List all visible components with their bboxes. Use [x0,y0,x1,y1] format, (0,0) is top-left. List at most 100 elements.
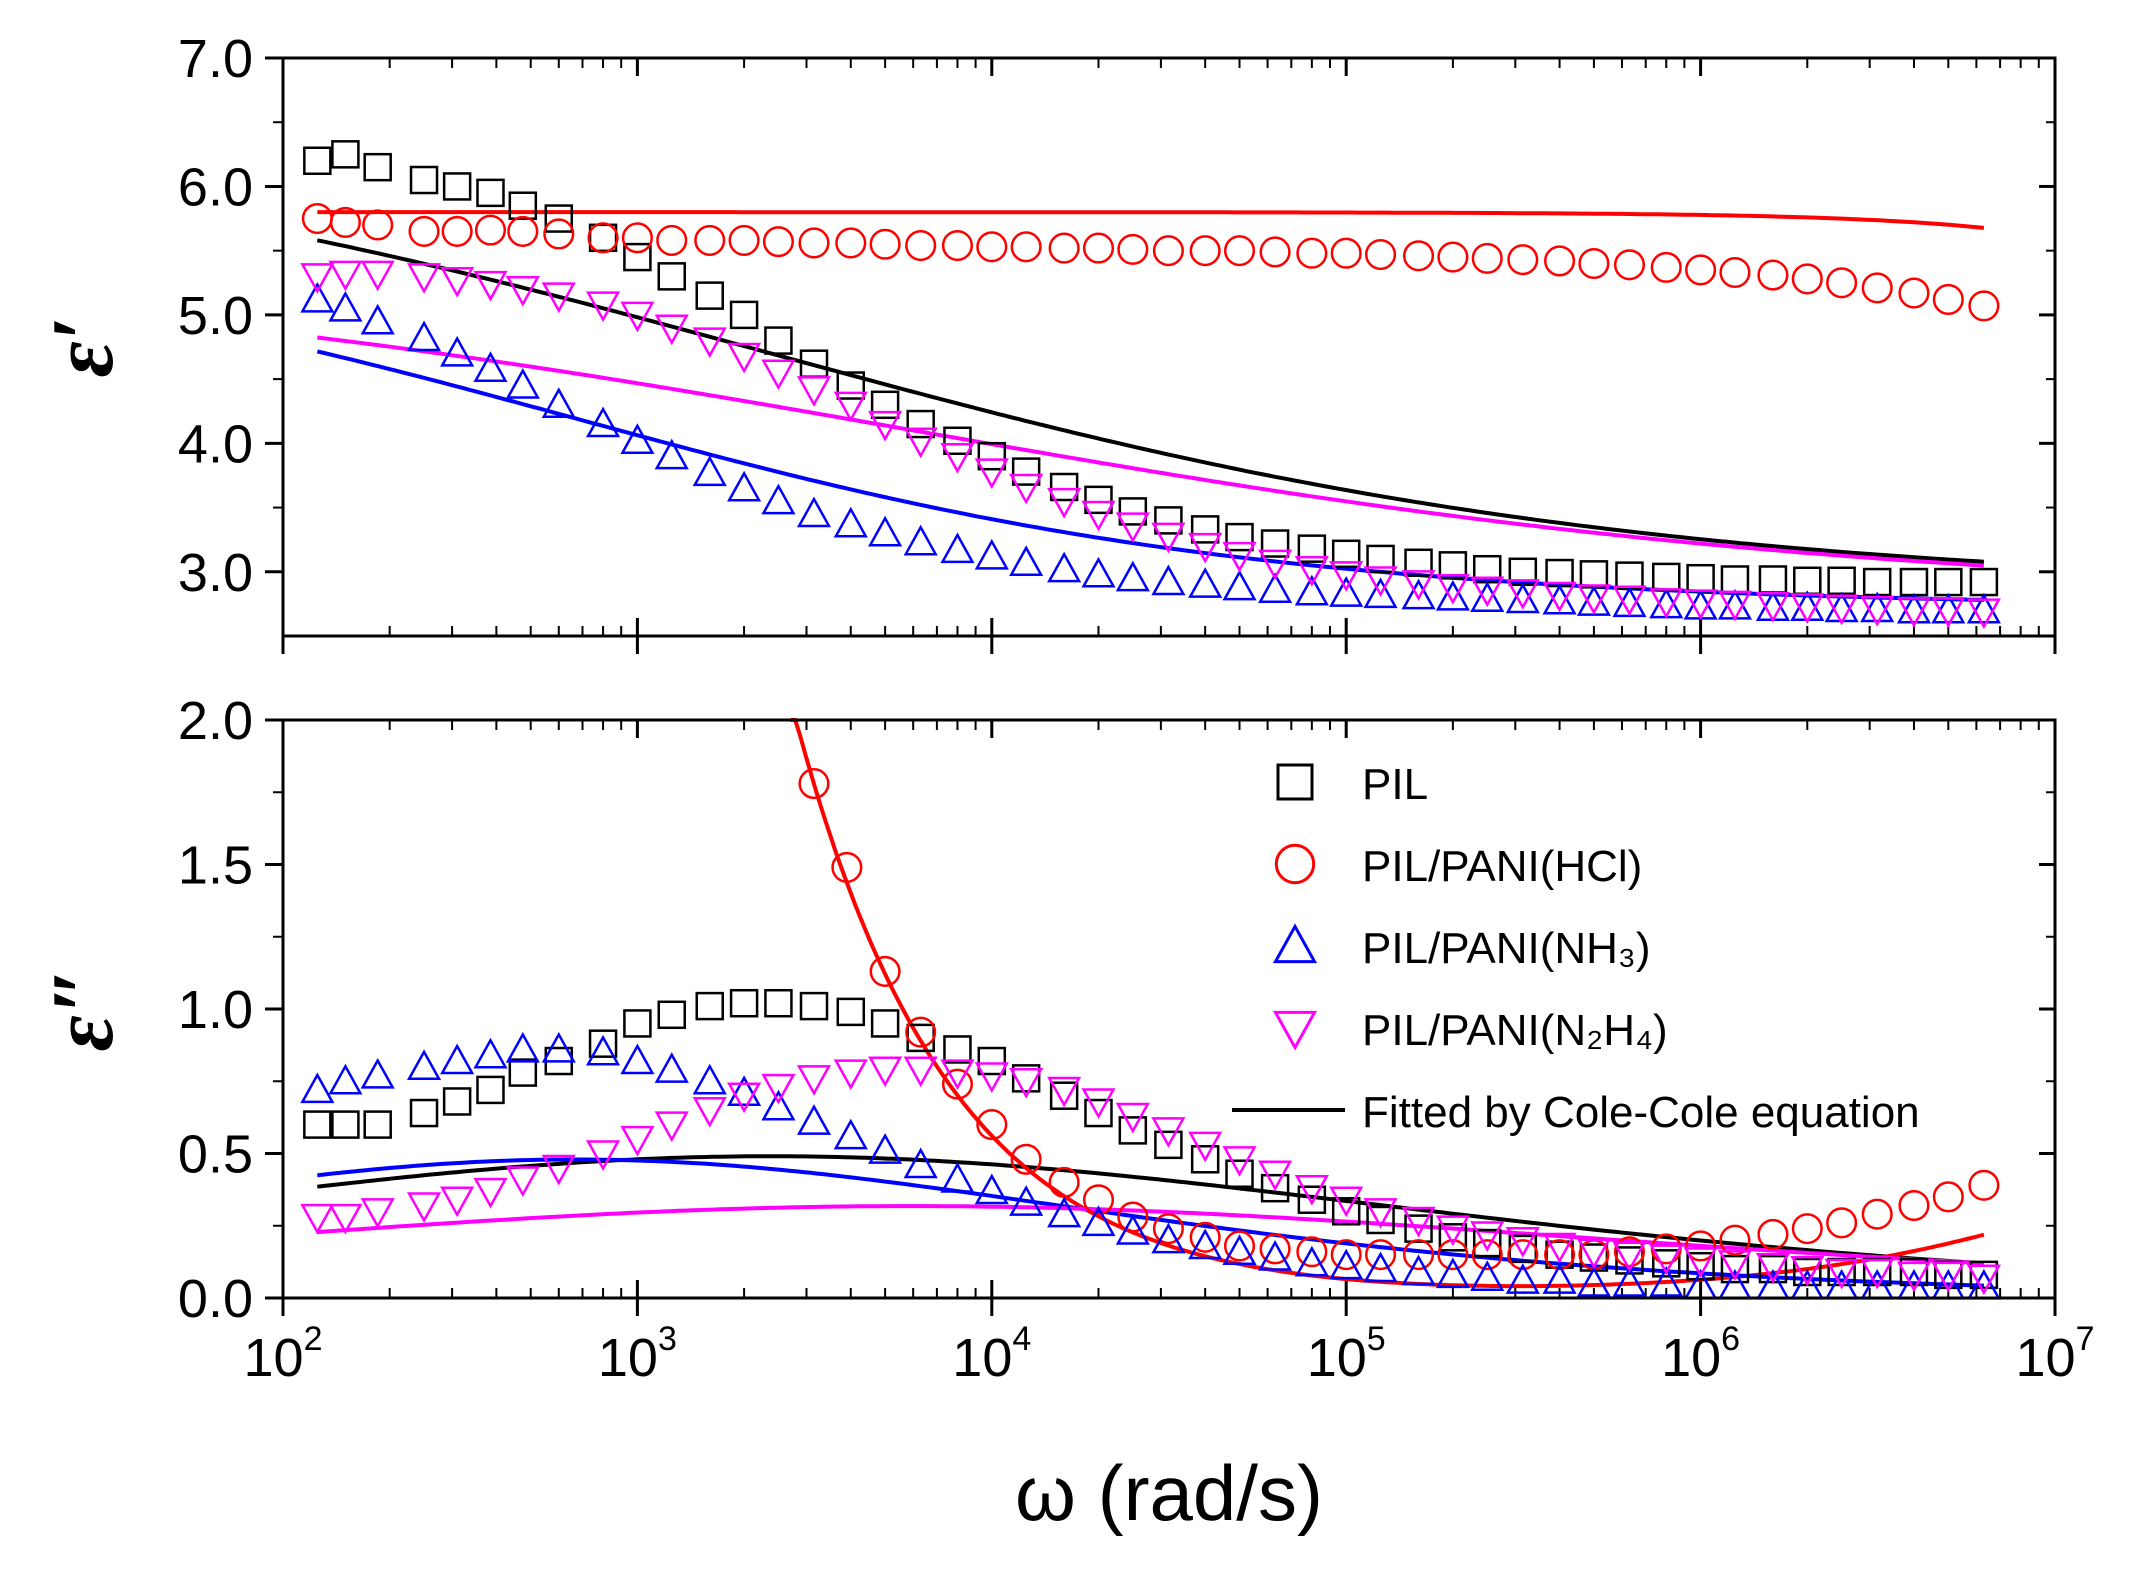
bottom-data-point [1225,1159,1254,1188]
bottom-data-point [1189,1221,1221,1253]
top-data-point [868,410,903,442]
top-data-point [473,270,508,302]
top-data-point [1259,236,1291,268]
top-panel-eps-prime: 3.0 4.0 5.0 6.0 7.0 ε′ [35,29,2057,654]
bottom-data-point [796,1104,832,1135]
legend-entry: PIL/PANI(N₂H₄) [1272,1006,1668,1055]
top-data-point [1152,235,1184,267]
bottom-data-point [941,1068,974,1100]
top-data-point [1188,532,1223,564]
top-y-tick-labels: 3.0 4.0 5.0 6.0 7.0 [178,29,253,603]
top-data-point [1011,457,1041,486]
top-y-tick-label: 6.0 [178,157,253,217]
bottom-data-point [943,1035,972,1064]
top-data-point [1009,473,1044,505]
bottom-data-point [1190,1145,1220,1174]
top-data-point [974,458,1009,490]
top-data-point [1117,233,1149,265]
bottom-data-point [903,1056,938,1088]
top-data-point [1542,581,1577,613]
top-data-point [1081,556,1116,588]
bottom-data-point [1790,1255,1825,1287]
bottom-data-point [1544,1239,1576,1271]
bottom-data-point [974,1173,1009,1205]
top-data-point [762,226,794,258]
top-data-point [1363,566,1398,598]
top-data-point [1931,597,1966,628]
top-data-point [906,409,935,439]
bottom-data-point [1437,1239,1469,1271]
bottom-data-point [1896,1261,1932,1293]
top-data-point [1222,569,1257,601]
top-data-point [362,209,394,241]
bottom-y-tick-label: 2.0 [178,691,253,751]
top-data-point [1507,244,1539,276]
legend-label: PIL/PANI(HCl) [1362,842,1642,891]
top-data-point [1505,582,1540,614]
top-data-point [1576,584,1611,615]
top-data-point [654,438,689,470]
bottom-data-point [764,988,793,1018]
top-data-point [1755,591,1791,623]
bottom-data-point [833,1059,868,1091]
bottom-data-point [1117,1201,1149,1233]
top-data-point [1010,231,1042,263]
top-data-point [1683,589,1718,621]
bottom-data-point [1471,1239,1503,1271]
top-data-point [833,506,868,538]
bottom-data-point [1435,1215,1470,1247]
top-data-point [440,335,475,367]
bottom-data-point [360,1057,395,1089]
bottom-data-point [1576,1238,1611,1270]
bottom-data-point [585,1034,621,1066]
bottom-data-point [1542,1263,1577,1294]
bottom-data-point [1366,1205,1395,1235]
top-data-point [833,391,868,423]
legend-marker-swatch [1276,763,1314,801]
bottom-data-point [836,997,866,1027]
top-data-point [796,376,832,407]
top-data-point [588,223,618,253]
bottom-data-point [1330,1239,1362,1271]
top-data-point [1084,485,1113,515]
bottom-data-point [1364,1239,1397,1271]
bottom-data-point [1755,1253,1791,1284]
bottom-data-point [1649,1244,1684,1276]
top-data-point [692,455,727,487]
top-data-point [1861,272,1893,304]
bottom-data-point [1966,1264,2001,1296]
bottom-data-point [1082,1184,1115,1216]
bottom-data-point [300,1072,335,1104]
bottom-data-point [654,1111,689,1143]
bottom-data-point [1861,1198,1893,1230]
top-data-point [440,266,475,298]
top-data-point [1329,561,1364,592]
bottom-data-point [870,1009,900,1038]
top-data-point [1824,594,1859,626]
bottom-fit-line [317,1204,1985,1266]
bottom-y-tick-label: 0.0 [178,1269,253,1329]
bottom-data-point [1968,1169,2000,1201]
bottom-data-point [1683,1247,1718,1278]
top-data-point [1435,579,1470,611]
bottom-data-point [1505,1263,1540,1294]
legend-label: Fitted by Cole-Cole equation [1362,1088,1920,1137]
bottom-data-point [692,1063,727,1095]
top-data-markers [300,140,2001,630]
top-data-point [1898,277,1930,309]
top-data-point [1118,497,1148,526]
top-data-point [543,218,575,250]
top-data-point [1435,573,1470,605]
legend-marker-swatch [1272,1010,1318,1051]
top-data-point [442,172,472,201]
top-data-point [1437,241,1469,273]
bottom-data-point [1401,1206,1436,1238]
top-data-point [621,222,653,254]
top-axis-ticks [265,56,2057,654]
bottom-data-point [940,1161,975,1193]
top-data-point [1401,570,1436,601]
top-data-point [798,227,830,259]
bottom-data-point [727,1082,762,1114]
top-data-point [544,204,574,233]
top-data-point [300,281,335,313]
